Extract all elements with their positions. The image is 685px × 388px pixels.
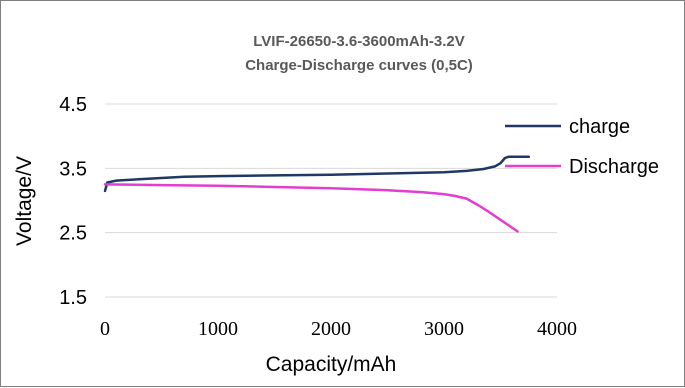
gridlines [105, 103, 557, 298]
legend-label: charge [569, 116, 630, 138]
y-tick-label: 2.5 [59, 223, 87, 245]
x-tick-label: 4000 [537, 318, 577, 340]
x-axis-label: Capacity/mAh [266, 353, 397, 376]
series-line-discharge [103, 183, 519, 233]
y-tick-label: 3.5 [59, 158, 87, 180]
y-tick-labels: 4.5 3.5 2.5 1.5 [59, 94, 87, 309]
y-axis-label: Voltage/V [13, 156, 36, 246]
legend-label: Discharge [569, 156, 659, 178]
series-line-charge [103, 155, 531, 193]
y-tick-label: 4.5 [59, 94, 87, 116]
legend: charge Discharge [505, 116, 659, 178]
chart-subtitle: Charge-Discharge curves (0,5C) [245, 57, 473, 74]
x-tick-label: 3000 [424, 318, 464, 340]
x-tick-labels: 0 1000 2000 3000 4000 [100, 318, 577, 340]
x-tick-label: 2000 [311, 318, 351, 340]
x-tick-label: 1000 [198, 318, 238, 340]
chart-title: LVIF-26650-3.6-3600mAh-3.2V [253, 33, 465, 50]
series-lines [103, 155, 531, 233]
x-tick-label: 0 [100, 318, 110, 340]
y-tick-label: 1.5 [59, 287, 87, 309]
